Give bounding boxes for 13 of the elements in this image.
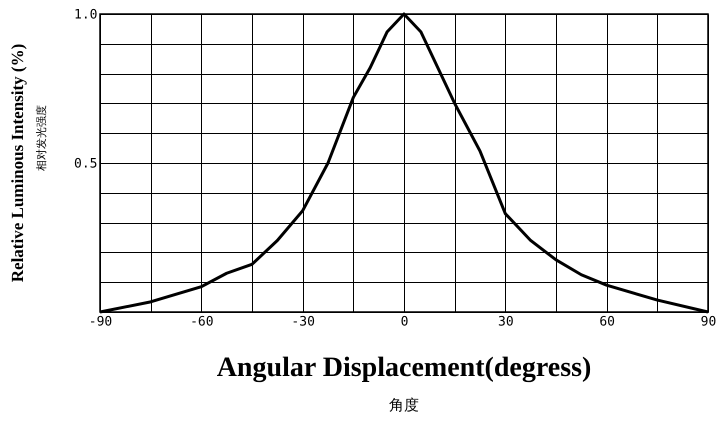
x-tick-label: -90	[88, 314, 112, 330]
y-tick-label: 1.0	[74, 8, 98, 22]
text: 角度	[389, 396, 419, 414]
x-axis-title: Angular Displacement(degress)	[216, 352, 592, 383]
x-tick-label: -60	[190, 314, 214, 330]
y-axis-title: Relative Luminous Intensity (%)	[8, 44, 27, 282]
x-tick-label: 90	[700, 314, 716, 330]
x-tick-label: 0	[400, 314, 408, 330]
y-tick-label: 0.5	[74, 156, 98, 172]
x-tick-label: 30	[498, 314, 514, 330]
x-tick-label: 60	[599, 314, 615, 330]
text: 相对发光强度	[35, 105, 48, 171]
x-tick-label: -30	[291, 314, 315, 330]
